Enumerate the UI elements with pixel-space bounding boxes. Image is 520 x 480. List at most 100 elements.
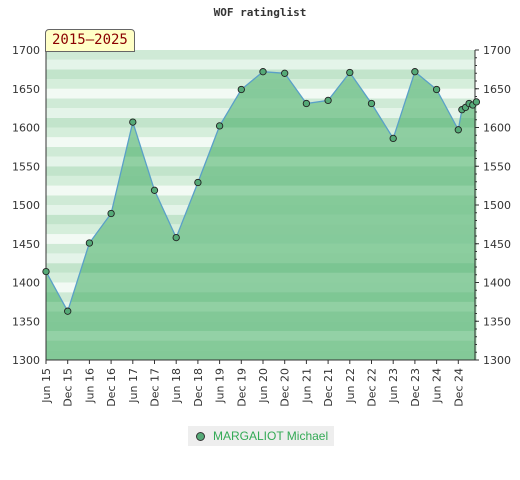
background-band — [46, 59, 475, 70]
chart-title: WOF ratinglist — [213, 6, 307, 19]
y-tick-label-right: 1500 — [483, 199, 511, 212]
y-tick-label: 1700 — [12, 44, 40, 57]
data-point[interactable] — [324, 96, 332, 105]
legend[interactable]: MARGALIOT Michael — [188, 426, 335, 446]
data-point[interactable] — [472, 98, 481, 106]
y-tick-label-right: 1300 — [483, 354, 511, 367]
area-band — [46, 205, 475, 215]
area-band — [46, 243, 475, 254]
x-tick-label: Dec 18 — [192, 368, 205, 407]
data-point[interactable] — [172, 233, 180, 242]
data-point[interactable] — [302, 99, 311, 108]
x-tick-label: Jun 18 — [170, 368, 183, 404]
y-tick-label: 1500 — [12, 199, 40, 212]
y-tick-label: 1350 — [12, 315, 40, 328]
area-band — [46, 166, 475, 176]
area-band — [46, 321, 475, 331]
y-tick-label: 1600 — [12, 122, 40, 135]
background-band — [46, 50, 475, 60]
x-axis: Jun 15 Dec 15 Jun 16 Dec 16 Jun 17 Dec 17 Jun … — [40, 360, 465, 407]
data-point[interactable] — [367, 99, 376, 108]
data-point[interactable] — [432, 85, 441, 94]
legend-marker-icon — [196, 431, 205, 441]
y-tick-label-right: 1650 — [483, 83, 511, 96]
area-band — [46, 292, 475, 302]
area-band — [46, 88, 475, 99]
area-band — [46, 301, 475, 312]
data-point[interactable] — [389, 134, 397, 143]
data-point[interactable] — [85, 239, 94, 247]
area-band — [46, 214, 475, 225]
y-tick-label-right: 1350 — [483, 315, 511, 328]
area-band — [46, 137, 475, 147]
area-band — [46, 79, 475, 89]
x-tick-label: Dec 16 — [105, 368, 118, 407]
area-band — [46, 185, 475, 196]
x-tick-label: Jun 15 — [40, 368, 53, 404]
area-band — [46, 263, 475, 273]
data-point[interactable] — [107, 209, 115, 218]
x-tick-label: Dec 24 — [452, 368, 465, 407]
area-band — [46, 156, 475, 167]
y-tick-label-right: 1450 — [483, 238, 511, 251]
data-point[interactable] — [411, 68, 419, 76]
data-point[interactable] — [64, 307, 72, 315]
data-point[interactable] — [454, 126, 462, 134]
area-band — [46, 175, 475, 186]
data-point[interactable] — [150, 186, 159, 194]
data-points — [42, 68, 481, 315]
y-axis-left: 1300 1350 1400 1450 1500 1550 1600 1650 1700 — [12, 44, 40, 367]
area-band — [46, 146, 475, 157]
y-tick-label: 1650 — [12, 83, 40, 96]
x-tick-label: Dec 22 — [366, 368, 379, 407]
y-tick-label-right: 1550 — [483, 160, 511, 173]
area-band — [46, 311, 475, 322]
x-tick-label: Jun 23 — [387, 368, 400, 404]
area-band — [46, 350, 475, 360]
x-tick-label: Dec 17 — [149, 368, 162, 407]
area-band — [46, 253, 475, 264]
area-band — [46, 71, 475, 80]
x-tick-label: Jun 16 — [83, 368, 96, 404]
x-tick-label: Dec 21 — [322, 368, 335, 407]
y-tick-label-right: 1600 — [483, 122, 511, 135]
area-band — [46, 340, 475, 351]
data-point[interactable] — [346, 68, 354, 77]
area-bands — [46, 71, 475, 360]
data-point[interactable] — [194, 178, 202, 187]
area-band — [46, 272, 475, 283]
y-tick-label: 1300 — [12, 354, 40, 367]
x-tick-label: Dec 19 — [235, 368, 248, 407]
y-tick-label: 1400 — [12, 277, 40, 290]
data-point[interactable] — [129, 118, 137, 126]
area-band — [46, 98, 475, 109]
area-band — [46, 195, 475, 205]
area-band — [46, 117, 475, 128]
y-axis-right: 1300 1350 1400 1450 1500 1550 1600 1650 1700 — [475, 44, 511, 367]
area-band — [46, 224, 475, 235]
period-badge: 2015–2025 — [45, 29, 135, 52]
data-point[interactable] — [281, 69, 289, 77]
x-tick-label: Jun 21 — [300, 368, 313, 404]
x-tick-label: Jun 19 — [214, 368, 227, 404]
data-point[interactable] — [42, 267, 50, 276]
area-band — [46, 108, 475, 118]
y-tick-label-right: 1700 — [483, 44, 511, 57]
y-tick-label-right: 1400 — [483, 277, 511, 290]
x-tick-label: Jun 20 — [257, 368, 270, 404]
x-tick-label: Dec 20 — [279, 368, 292, 407]
data-point[interactable] — [259, 68, 267, 76]
data-point[interactable] — [237, 85, 245, 94]
x-tick-label: Jun 17 — [127, 368, 140, 404]
x-tick-label: Jun 24 — [431, 368, 444, 404]
area-band — [46, 234, 475, 244]
legend-label: MARGALIOT Michael — [213, 429, 329, 443]
y-tick-label: 1450 — [12, 238, 40, 251]
x-tick-label: Jun 22 — [344, 368, 357, 404]
data-point[interactable] — [215, 122, 224, 130]
y-tick-label: 1550 — [12, 160, 40, 173]
x-tick-label: Dec 23 — [409, 368, 422, 407]
x-tick-label: Dec 15 — [62, 368, 75, 407]
area-band — [46, 282, 475, 293]
